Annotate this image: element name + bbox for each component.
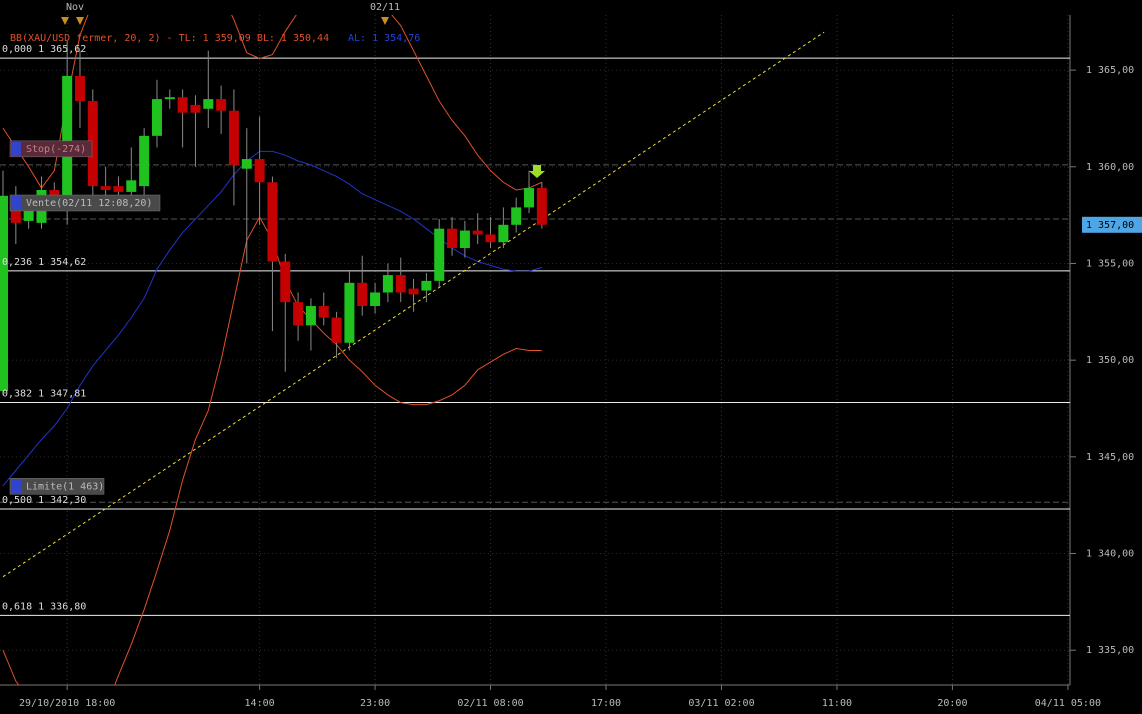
candle-body bbox=[49, 189, 60, 196]
grid bbox=[0, 15, 1076, 690]
candle-body bbox=[434, 228, 445, 281]
y-tick-label: 1 365,00 bbox=[1086, 65, 1134, 76]
level-label: 0,382 1 347,81 bbox=[2, 388, 86, 399]
candle-body bbox=[408, 288, 419, 295]
order-handle bbox=[11, 479, 21, 494]
candle-body bbox=[87, 101, 98, 187]
candle-body bbox=[318, 306, 329, 318]
x-tick-label: 03/11 02:00 bbox=[688, 698, 754, 709]
x-tick-label: 14:00 bbox=[245, 698, 275, 709]
candle-body bbox=[370, 292, 381, 307]
candle-body bbox=[524, 188, 535, 208]
order-label: Stop(-274) bbox=[26, 144, 86, 155]
top-marker bbox=[381, 17, 389, 25]
y-tick-label: 1 340,00 bbox=[1086, 549, 1134, 560]
candle-body bbox=[293, 302, 304, 326]
y-tick-label: 1 335,00 bbox=[1086, 645, 1134, 656]
candle-body bbox=[459, 230, 470, 249]
x-tick-label: 11:00 bbox=[822, 698, 852, 709]
candle-body bbox=[203, 99, 214, 109]
candle-body bbox=[357, 282, 368, 307]
overlays bbox=[0, 15, 1070, 685]
candle-body bbox=[447, 228, 458, 249]
order-label: Vente(02/11 12:08,20) bbox=[26, 198, 152, 209]
candle-body bbox=[100, 186, 111, 190]
order-box bbox=[9, 140, 93, 158]
candle-body bbox=[305, 306, 316, 326]
top-label: Nov bbox=[66, 2, 84, 13]
candle-body bbox=[536, 188, 547, 225]
x-tick-label: 29/10/2010 18:00 bbox=[19, 698, 115, 709]
candle-body bbox=[498, 224, 509, 243]
candle-body bbox=[177, 97, 188, 113]
top-label: 02/11 bbox=[370, 2, 400, 13]
y-tick-label: 1 355,00 bbox=[1086, 258, 1134, 269]
level-label: 0,236 1 354,62 bbox=[2, 257, 86, 268]
top-marker bbox=[61, 17, 69, 25]
x-tick-label: 04/11 05:00 bbox=[1035, 698, 1101, 709]
x-tick-label: 02/11 08:00 bbox=[457, 698, 523, 709]
candle-body bbox=[241, 159, 252, 169]
candle-body bbox=[151, 99, 162, 136]
level-label: 0,500 1 342,30 bbox=[2, 495, 86, 506]
y-tick-label: 1 345,00 bbox=[1086, 452, 1134, 463]
x-tick-label: 23:00 bbox=[360, 698, 390, 709]
x-tick-label: 17:00 bbox=[591, 698, 621, 709]
order-box bbox=[9, 194, 161, 212]
candle-body bbox=[74, 75, 85, 102]
price-tag-label: 1 357,00 bbox=[1086, 220, 1134, 231]
candle-body bbox=[0, 195, 8, 392]
candle-body bbox=[113, 186, 124, 192]
y-tick-label: 1 360,00 bbox=[1086, 162, 1134, 173]
order-box bbox=[9, 478, 105, 495]
candle-body bbox=[485, 234, 496, 243]
candle-body bbox=[216, 99, 227, 111]
candle-body bbox=[62, 75, 73, 196]
candle-body bbox=[139, 135, 150, 187]
candle-body bbox=[331, 317, 342, 343]
candle-body bbox=[190, 104, 201, 113]
candle-body bbox=[280, 261, 291, 303]
candle-body bbox=[267, 182, 278, 262]
candle-body bbox=[382, 275, 393, 293]
candle-body bbox=[228, 110, 239, 165]
indicator-line bbox=[2, 15, 543, 191]
x-tick-label: 20:00 bbox=[937, 698, 967, 709]
legend-label: BB(XAU/USD fermer, 20, 2) - TL: 1 359,09… bbox=[10, 33, 329, 44]
candle-body bbox=[344, 282, 355, 343]
candle-body bbox=[164, 97, 175, 100]
candle-body bbox=[395, 275, 406, 293]
legend-label: AL: 1 354,76 bbox=[348, 33, 420, 44]
level-label: 0,618 1 336,80 bbox=[2, 601, 86, 612]
order-handle bbox=[11, 195, 21, 210]
price-tag bbox=[1082, 216, 1142, 233]
top-marker bbox=[76, 17, 84, 25]
candle-body bbox=[511, 207, 522, 225]
order-handle bbox=[11, 141, 21, 156]
signal-arrow bbox=[529, 165, 545, 178]
level-label: 0,000 1 365,62 bbox=[2, 44, 86, 55]
candle-body bbox=[126, 180, 137, 192]
candle-body bbox=[23, 209, 34, 221]
candle-body bbox=[421, 280, 432, 291]
candle-body bbox=[472, 230, 483, 235]
candle-body bbox=[254, 159, 265, 183]
order-label: Limite(1 463) bbox=[26, 481, 104, 492]
y-tick-label: 1 350,00 bbox=[1086, 355, 1134, 366]
candle-body bbox=[10, 205, 21, 223]
candles bbox=[0, 41, 547, 395]
